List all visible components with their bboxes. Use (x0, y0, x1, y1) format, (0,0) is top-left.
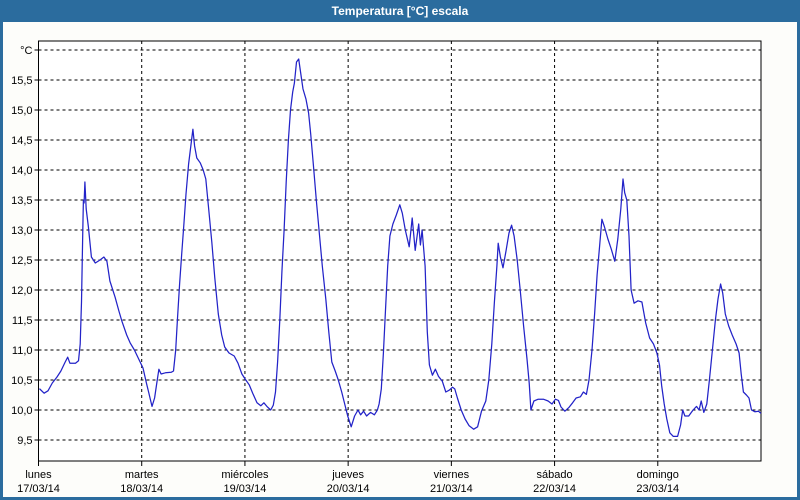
temperature-chart: 15,5 15,0 14,5 14,0 13,5 13,0 12,5 12,0 11,5 11,0… (11, 40, 762, 495)
chart-panel: 15,5 15,0 14,5 14,0 13,5 13,0 12,5 12,0 11,5 11,0… (3, 22, 797, 497)
y-tick-label: 10,5 (11, 375, 32, 387)
y-tick-label: 11,0 (12, 345, 33, 357)
x-day-label: viernes (434, 469, 470, 481)
x-date-label: 17/03/14 (17, 483, 60, 495)
x-date-label: 19/03/14 (224, 483, 267, 495)
window-title-bar[interactable]: Temperatura [°C] escala (3, 0, 797, 22)
temperature-line (39, 58, 762, 438)
y-tick-label: 9,5 (17, 435, 32, 447)
y-tick-label: 12,5 (11, 255, 32, 267)
window-title: Temperatura [°C] escala (331, 4, 469, 18)
x-date-label: 18/03/14 (120, 483, 163, 495)
y-tick-label: 14,5 (11, 135, 32, 147)
x-day-label: domingo (637, 469, 679, 481)
x-date-label: 21/03/14 (430, 483, 473, 495)
x-day-label: lunes (25, 469, 52, 481)
x-day-label: martes (125, 469, 159, 481)
x-date-label: 22/03/14 (533, 483, 576, 495)
x-date-label: 23/03/14 (636, 483, 679, 495)
y-tick-label: 14,0 (11, 165, 32, 177)
y-tick-label: 13,5 (11, 195, 32, 207)
y-axis-unit-label: °C (20, 45, 32, 57)
y-tick-label: 15,0 (11, 105, 32, 117)
x-day-label: jueves (331, 469, 364, 481)
y-tick-label: 15,5 (11, 75, 32, 87)
plot-area (38, 40, 762, 462)
y-tick-label: 11,5 (12, 315, 33, 327)
x-day-label: sábado (537, 469, 573, 481)
x-day-label: miércoles (221, 469, 269, 481)
y-tick-label: 10,0 (11, 405, 32, 417)
y-tick-label: 12,0 (11, 285, 32, 297)
y-tick-label: 13,0 (11, 225, 32, 237)
x-date-label: 20/03/14 (327, 483, 370, 495)
